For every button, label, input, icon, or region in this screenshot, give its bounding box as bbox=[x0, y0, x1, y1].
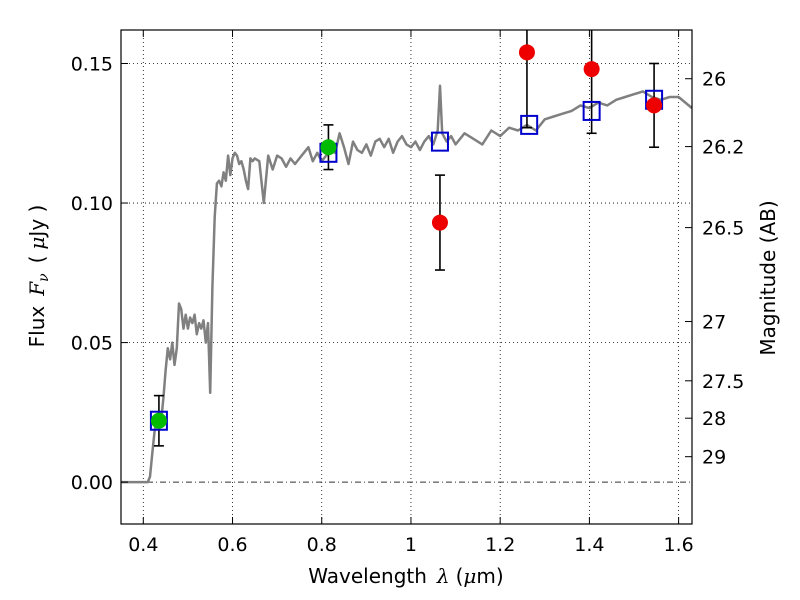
mag-tick-labels: 26 26.2 26.5 27 27.5 28 29 bbox=[702, 69, 744, 469]
y-tick-labels: 0.00 0.05 0.10 0.15 bbox=[71, 53, 113, 494]
red-data-point bbox=[519, 44, 535, 60]
sed-model-line bbox=[121, 86, 692, 482]
green-data-point bbox=[320, 139, 336, 155]
mag-tick-label: 28 bbox=[702, 408, 726, 430]
green-data-point bbox=[151, 413, 167, 429]
x-tick-label: 1.2 bbox=[485, 534, 515, 556]
x-tick-label: 1.6 bbox=[664, 534, 694, 556]
x-tick-labels: 0.4 0.6 0.8 1 1.2 1.4 1.6 bbox=[128, 534, 694, 556]
red-data-point bbox=[432, 215, 448, 231]
y-tick-label: 0.10 bbox=[71, 193, 113, 215]
error-bars bbox=[154, 30, 659, 446]
mag-tick-label: 26.5 bbox=[702, 218, 744, 240]
mag-tick-label: 29 bbox=[702, 447, 726, 469]
red-data-point bbox=[646, 97, 662, 113]
mag-tick-label: 26.2 bbox=[702, 137, 744, 159]
x-tick-label: 0.8 bbox=[307, 534, 337, 556]
x-tick-label: 0.4 bbox=[128, 534, 158, 556]
y-tick-label: 0.15 bbox=[71, 53, 113, 75]
y-tick-label: 0.00 bbox=[71, 472, 113, 494]
x-tick-label: 1 bbox=[405, 534, 417, 556]
x-tick-label: 0.6 bbox=[217, 534, 247, 556]
y-axis-title: FluxFν(μJy ) bbox=[25, 205, 52, 348]
mag-tick-label: 26 bbox=[702, 69, 726, 91]
mag-tick-label: 27 bbox=[702, 312, 726, 334]
y-tick-label: 0.05 bbox=[71, 333, 113, 355]
mag-tick-label: 27.5 bbox=[702, 371, 744, 393]
sed-chart: 0.4 0.6 0.8 1 1.2 1.4 1.6 0.000.050.100.15 262… bbox=[0, 0, 800, 600]
x-axis-title: Wavelength λ (μm) bbox=[308, 564, 503, 588]
x-tick-label: 1.4 bbox=[574, 534, 604, 556]
red-data-point bbox=[584, 61, 600, 77]
y2-axis-title: Magnitude (AB) bbox=[756, 200, 780, 355]
model-photometry-series bbox=[151, 91, 662, 430]
sed-model-series bbox=[121, 86, 692, 482]
